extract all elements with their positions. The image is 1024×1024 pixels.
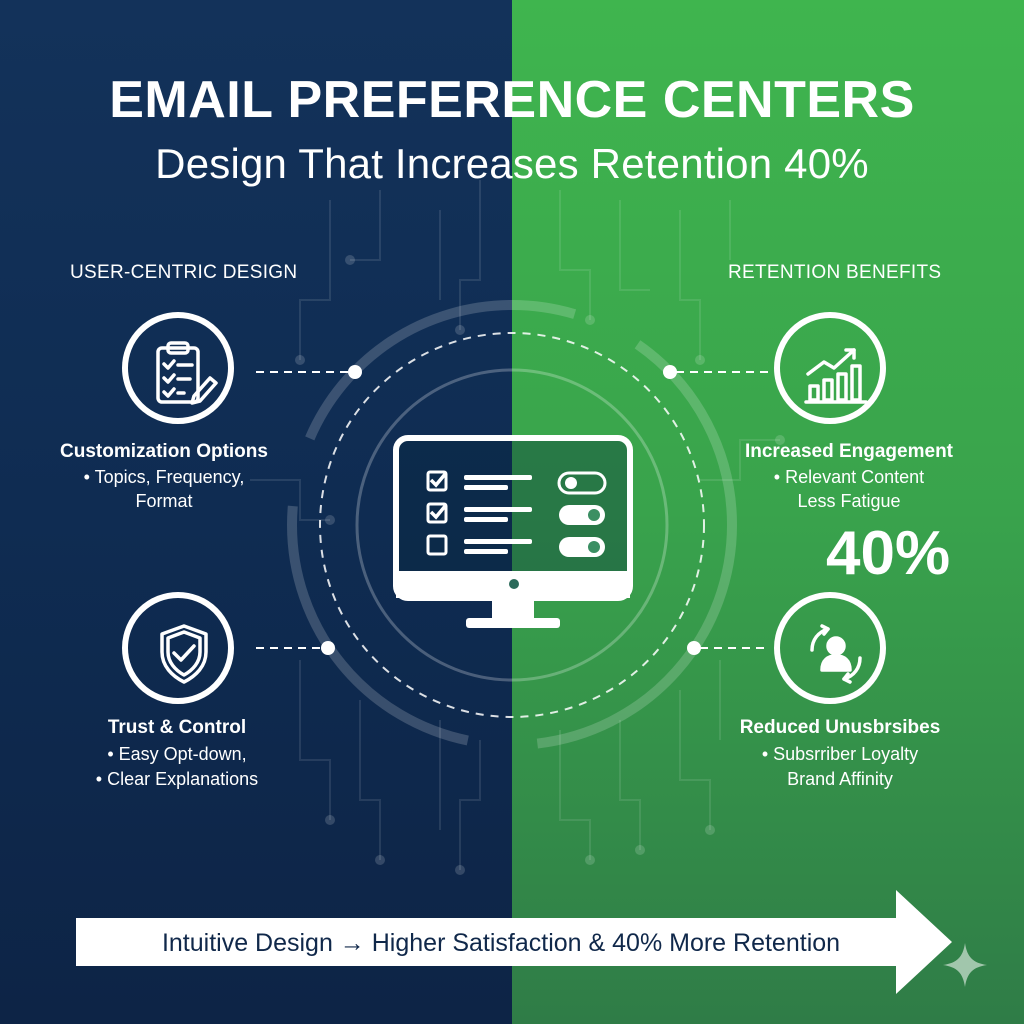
section-label-user-centric: USER-CENTRIC DESIGN	[70, 262, 298, 283]
feature-line: • Clear Explanations	[95, 769, 259, 789]
feature-title-engagement: Increased Engagement	[744, 441, 954, 462]
feature-title-customization: Customization Options	[60, 441, 268, 462]
retention-stat: 40%	[826, 519, 951, 588]
shield-check-icon	[122, 592, 234, 704]
growth-chart-icon	[774, 312, 886, 424]
sparkle-icon	[943, 943, 987, 987]
clipboard-checklist-icon	[122, 312, 234, 424]
feature-line: • Subsrriber Loyalty	[761, 744, 919, 764]
feature-line: • Topics, Frequency,	[83, 467, 245, 487]
banner-arrow	[76, 890, 952, 994]
feature-line: Format	[135, 491, 193, 511]
feature-title-trust: Trust & Control	[107, 717, 247, 738]
feature-line: Less Fatigue	[797, 491, 901, 511]
feature-title-unsubscribes: Reduced Unusbrsibes	[739, 717, 941, 738]
banner-text: Intuitive Design → Higher Satisfaction &…	[161, 929, 841, 957]
user-cycle-icon	[774, 592, 886, 704]
page-subtitle: Design That Increases Retention 40%	[155, 140, 869, 187]
section-label-retention: RETENTION BENEFITS	[728, 262, 942, 283]
feature-line: Brand Affinity	[787, 769, 893, 789]
feature-line: • Easy Opt-down,	[107, 744, 247, 764]
feature-line: • Relevant Content	[773, 467, 925, 487]
monitor-preferences-icon	[393, 435, 633, 628]
page-title: EMAIL PREFERENCE CENTERS	[109, 71, 915, 129]
